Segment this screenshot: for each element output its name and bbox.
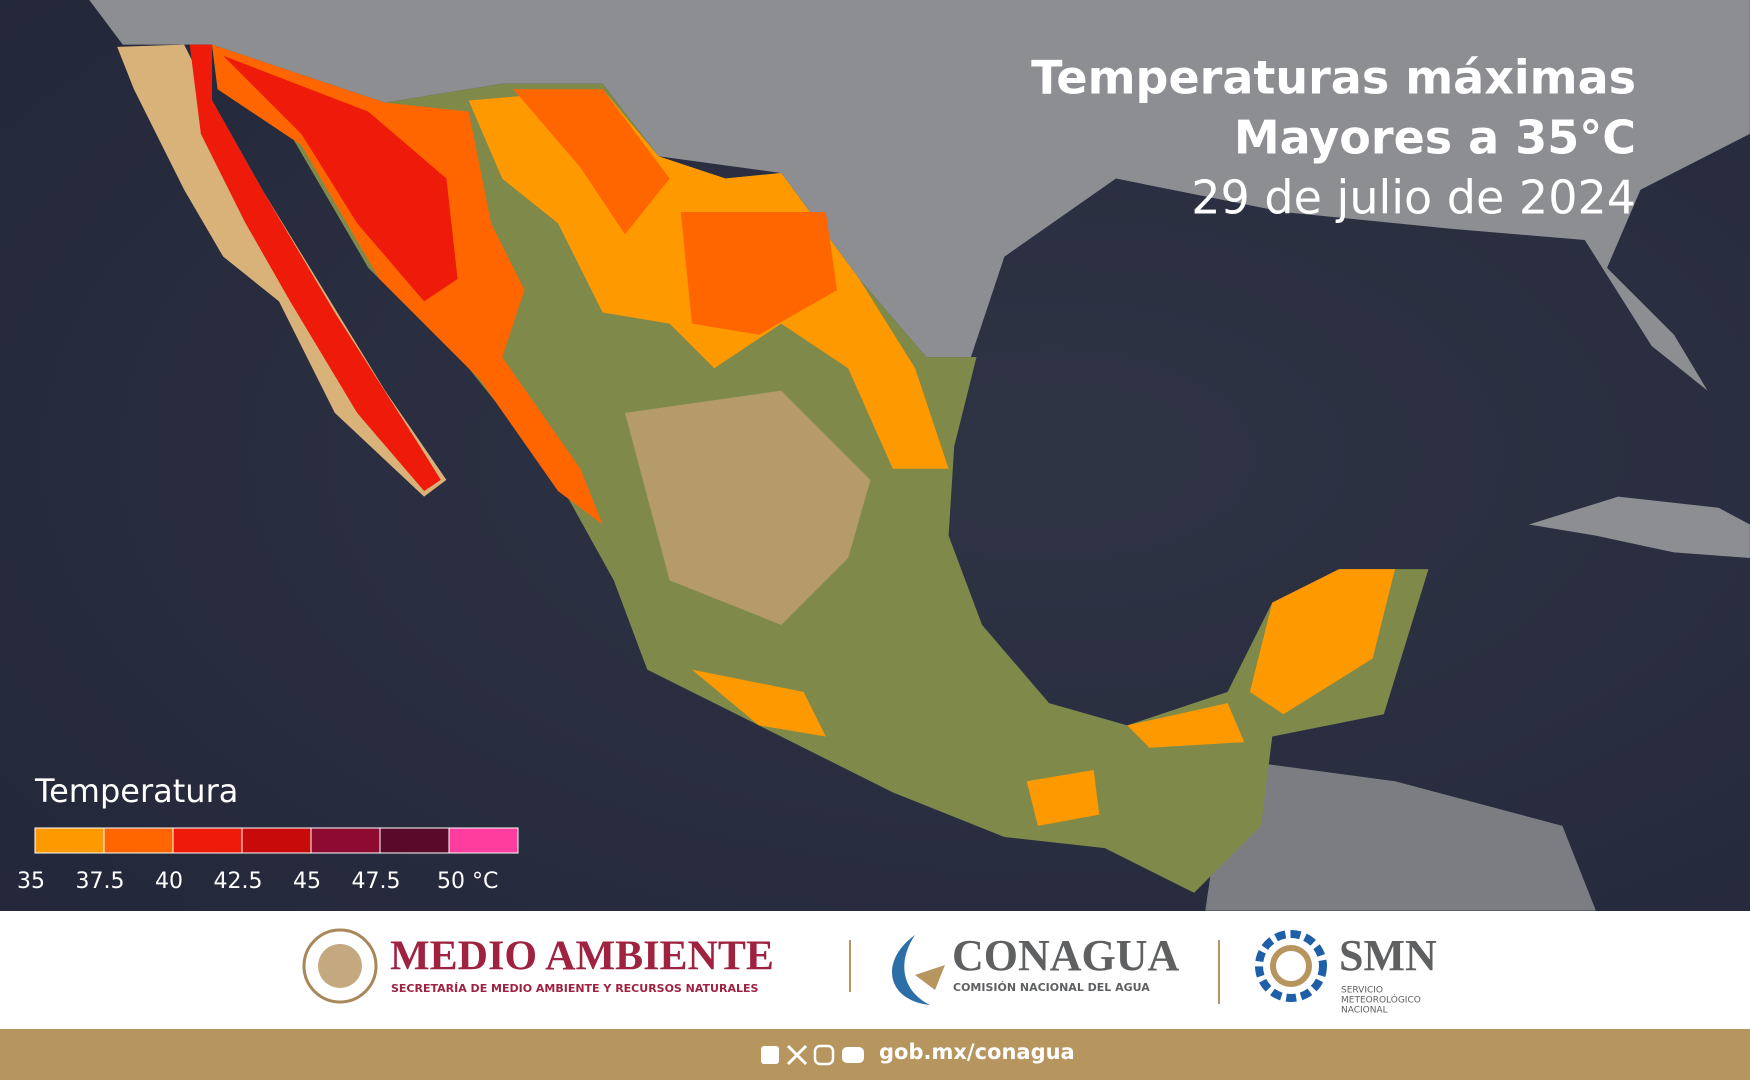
heat-yucatan [1249, 569, 1395, 715]
conagua-mark [915, 965, 945, 990]
heat-pacific [691, 669, 826, 737]
heat-tabasco [1127, 703, 1245, 748]
instagram-icon[interactable] [813, 1044, 835, 1066]
logo-subtitle: SECRETARÍA DE MEDIO AMBIENTE Y RECURSOS … [391, 982, 758, 995]
seal [302, 928, 378, 1004]
map [89, 0, 1750, 911]
central-america [1205, 758, 1596, 911]
logo-name: CONAGUA [952, 931, 1180, 980]
footer [0, 911, 1750, 1029]
heat-coahuila [680, 212, 837, 335]
legend-swatch [448, 827, 519, 854]
legend-tick-label: 42.5 [214, 869, 263, 894]
facebook-icon[interactable] [761, 1046, 779, 1064]
heat-oaxaca [1026, 770, 1100, 826]
usa-land [89, 0, 1750, 391]
logo-smn: SMN SERVICIO METEOROLÓGICO NACIONAL [1255, 930, 1437, 1016]
logo-subtitle: METEOROLÓGICO [1341, 994, 1421, 1006]
youtube-icon[interactable] [842, 1047, 864, 1063]
footer-bar [0, 1029, 1750, 1080]
smn-ring [1255, 930, 1327, 1002]
legend-swatch [103, 827, 174, 854]
legend-swatch [379, 827, 450, 854]
title-line: Temperaturas máximas [1031, 51, 1636, 105]
logo-medio-ambiente: MEDIO AMBIENTE SECRETARÍA DE MEDIO AMBIE… [302, 928, 774, 1004]
heat-sonora [212, 44, 603, 525]
logo-name: MEDIO AMBIENTE [390, 934, 774, 980]
legend-tick-label: 37.5 [76, 869, 125, 894]
plateau [624, 390, 871, 625]
logo-subtitle: SERVICIO [1341, 986, 1383, 996]
header: Temperaturas máximas Mayores a 35°C 29 d… [1031, 51, 1636, 225]
legend-swatch [241, 827, 312, 854]
legend-tick-label: 40 [155, 869, 183, 894]
cuba [1528, 496, 1750, 558]
legend-tick-label: 47.5 [352, 869, 401, 894]
title-line: Mayores a 35°C [1234, 111, 1636, 165]
logo-subtitle: COMISIÓN NACIONAL DEL AGUA [953, 981, 1150, 994]
legend-swatch [34, 827, 105, 854]
heat-chihuahua [513, 89, 670, 235]
legend-swatch [172, 827, 243, 854]
logo-conagua: CONAGUA COMISIÓN NACIONAL DEL AGUA [892, 931, 1180, 1005]
legend: Temperatura 35 37.5 40 42.5 45 47.5 50 °C [17, 772, 519, 894]
legend-swatch [310, 827, 381, 854]
logo-subtitle: NACIONAL [1341, 1006, 1388, 1016]
x-icon[interactable] [786, 1044, 808, 1066]
legend-title: Temperatura [34, 772, 238, 810]
seal-center [318, 944, 362, 988]
legend-tick-label: 35 [17, 869, 45, 894]
legend-tick-label: 50 °C [437, 869, 498, 894]
heat-baja [189, 44, 441, 492]
legend-tick-label: 45 [293, 869, 321, 894]
smn-spiral [1270, 945, 1312, 987]
logo-name: SMN [1339, 931, 1437, 980]
date: 29 de julio de 2024 [1191, 171, 1636, 225]
footer-url[interactable]: gob.mx/conagua [879, 1040, 1075, 1064]
social-icons [761, 1044, 864, 1066]
conagua-wave [892, 935, 930, 1005]
heat-max [223, 55, 458, 302]
